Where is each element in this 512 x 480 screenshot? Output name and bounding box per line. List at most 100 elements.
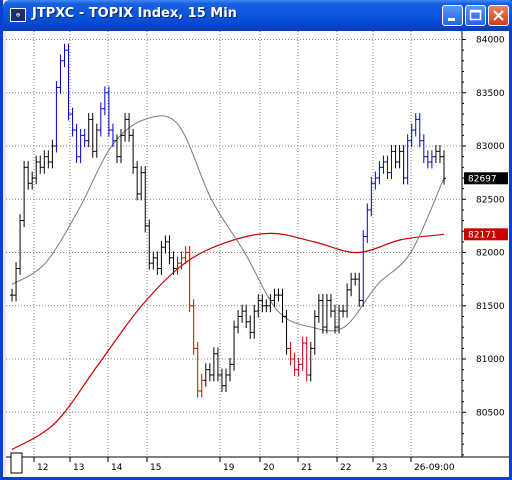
price-bar xyxy=(147,219,152,270)
price-bar xyxy=(199,373,204,398)
price-bar xyxy=(377,160,382,185)
maximize-icon xyxy=(469,9,482,21)
price-bar xyxy=(248,315,253,339)
price-bar xyxy=(280,288,285,323)
price-bar xyxy=(62,43,67,68)
x-tick-label: 21 xyxy=(301,463,312,473)
x-tick-label: 23 xyxy=(376,463,387,473)
price-bar xyxy=(215,347,220,382)
price-bar xyxy=(22,160,27,227)
price-bar xyxy=(211,347,216,382)
chart-app-icon[interactable]: ⊕ xyxy=(10,8,26,22)
price-bar xyxy=(381,155,386,174)
svg-text:82171: 82171 xyxy=(468,230,497,240)
price-bar xyxy=(135,160,140,201)
price-bar xyxy=(82,128,87,148)
price-bar xyxy=(349,272,354,297)
maximize-button[interactable] xyxy=(465,5,486,26)
x-tick-label: 22 xyxy=(340,463,351,473)
price-bar xyxy=(425,150,430,169)
x-tick-label: 20 xyxy=(263,463,275,473)
price-bar xyxy=(240,304,245,323)
price-bar xyxy=(341,304,346,318)
price-bar xyxy=(94,123,99,158)
y-tick-label: 81000 xyxy=(476,355,505,365)
price-bar xyxy=(264,299,269,313)
price-bar xyxy=(413,113,418,137)
ma-long-line xyxy=(11,232,445,451)
price-bar xyxy=(256,294,261,318)
price-bar xyxy=(316,294,321,323)
chart-area[interactable]: 84000 83500 83000 82500 82000 81500 81000 80500… xyxy=(6,31,509,477)
y-tick-label: 82500 xyxy=(476,195,505,205)
price-bar xyxy=(183,246,188,265)
x-tick-label: 14 xyxy=(111,463,123,473)
price-bar xyxy=(175,256,180,275)
price-bar xyxy=(26,160,31,190)
y-tick-label: 80500 xyxy=(476,408,505,418)
price-bar xyxy=(102,86,107,116)
price-bar xyxy=(50,139,55,169)
price-bar xyxy=(171,251,176,275)
price-bar xyxy=(292,352,297,377)
price-bar xyxy=(353,272,358,286)
price-bar xyxy=(70,107,75,137)
y-tick-label: 81500 xyxy=(476,302,505,312)
price-bar xyxy=(228,357,233,382)
price-bar xyxy=(131,128,136,174)
price-bar xyxy=(421,134,426,164)
price-bar xyxy=(385,155,390,180)
close-icon xyxy=(493,10,504,21)
price-bar xyxy=(106,86,111,137)
price-bar xyxy=(288,341,293,366)
price-bar xyxy=(195,341,200,398)
ma-short-line xyxy=(11,115,445,332)
price-bar xyxy=(437,144,442,164)
price-bar xyxy=(369,176,374,217)
x-tick-label: 15 xyxy=(150,463,161,473)
price-bar xyxy=(296,357,301,377)
price-bar xyxy=(14,262,19,302)
price-bar xyxy=(236,310,241,334)
close-button[interactable] xyxy=(488,5,509,26)
price-bar xyxy=(123,113,128,142)
minimize-icon xyxy=(448,18,455,21)
x-tick-label: 26-09:00 xyxy=(414,463,455,473)
price-bar xyxy=(345,283,350,318)
price-bar xyxy=(90,113,95,158)
price-bar xyxy=(373,171,378,190)
minimize-button[interactable] xyxy=(442,5,463,26)
y-tick-label: 82000 xyxy=(476,249,505,259)
price-bar xyxy=(143,166,148,233)
price-bar xyxy=(219,368,224,393)
price-chart[interactable]: 84000 83500 83000 82500 82000 81500 81000 80500… xyxy=(6,31,509,477)
price-bar xyxy=(308,341,313,382)
price-bar xyxy=(98,102,103,137)
price-bar xyxy=(66,43,71,121)
price-bar xyxy=(34,155,39,185)
price-bar xyxy=(187,246,192,313)
price-bar xyxy=(10,288,14,302)
price-bar xyxy=(119,128,124,164)
price-bar xyxy=(127,113,132,142)
x-tick-label: 13 xyxy=(73,463,84,473)
price-bar xyxy=(139,166,144,201)
price-bar xyxy=(18,214,23,275)
price-bar xyxy=(304,336,309,382)
price-bar xyxy=(328,294,333,318)
price-bar xyxy=(38,155,43,174)
price-bar xyxy=(300,336,305,371)
scroll-handle[interactable] xyxy=(10,452,23,474)
y-tick-label: 83000 xyxy=(476,142,505,152)
price-bar xyxy=(324,294,329,334)
price-bar xyxy=(159,240,164,275)
x-tick-label: 19 xyxy=(223,463,235,473)
price-bar xyxy=(312,310,317,355)
price-bar xyxy=(389,144,394,180)
price-bar xyxy=(74,123,79,164)
y-axis: 84000 83500 83000 82500 82000 81500 81000 80500 xyxy=(462,36,505,456)
title-bar[interactable]: ⊕ JTPXC - TOPIX Index, 15 Min xyxy=(3,0,512,31)
price-bar xyxy=(361,230,366,307)
price-bar xyxy=(337,304,342,334)
